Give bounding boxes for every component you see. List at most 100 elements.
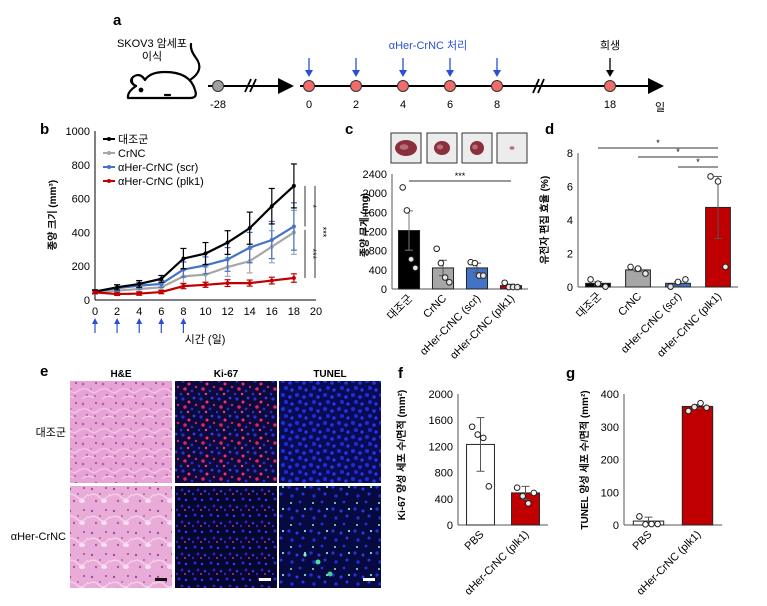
mouse-icon	[126, 42, 201, 100]
y-tick-label: 6	[567, 182, 573, 194]
panel-f-y-axis-label: Ki-67 양성 세포 수/면적 (mm²)	[395, 390, 408, 521]
x-tick-label: 6	[158, 306, 164, 318]
data-point	[480, 272, 487, 279]
series-line	[94, 276, 295, 296]
x-tick-label: 0	[92, 306, 98, 318]
y-tick-label: 1200	[363, 227, 387, 239]
micrograph-he-treatment	[70, 486, 172, 588]
timeline-point	[397, 80, 409, 92]
y-tick-label: 300	[601, 422, 619, 434]
category-label: CrNC	[421, 293, 449, 321]
data-point	[594, 280, 602, 287]
series-line	[94, 231, 295, 294]
timeline-day-label: 0	[306, 99, 312, 111]
timeline-point	[444, 80, 456, 92]
treatment-arrow-icon	[114, 318, 121, 324]
legend-marker	[107, 151, 111, 155]
panel-g-label: g	[566, 365, 575, 382]
treatment-arrow-icon	[136, 318, 143, 324]
data-point	[93, 290, 97, 295]
data-point	[648, 520, 655, 528]
panel-e-label: e	[40, 363, 48, 380]
y-tick-label: 2000	[363, 188, 387, 200]
micrograph-he-control	[70, 381, 172, 483]
y-tick-label: 0	[613, 520, 619, 532]
panel-g: g TUNEL 양성 세포 수/면적 (mm²) 0 100 200 300 400 PB…	[566, 365, 722, 598]
timeline-day-label: 2	[353, 99, 359, 111]
x-tick-label: 16	[266, 306, 278, 318]
y-tick-label: 200	[72, 261, 90, 273]
x-tick-label: 8	[180, 306, 186, 318]
panel-a: a SKOV3 암세포 이식 αHer-CrNC 처리 희생 일 -28 0 2 4 6…	[113, 12, 665, 114]
significance-label: *	[308, 204, 318, 208]
panel-b: b 종양 크기 (mm³) 시간 (일) 0 200 400 600 800 1000 0 2…	[40, 121, 328, 346]
treatment-arrow-icon	[92, 318, 98, 324]
micrograph-ki67-control	[175, 381, 277, 483]
data-point	[722, 263, 729, 271]
y-tick-label: 2000	[429, 389, 453, 401]
data-point	[159, 276, 164, 281]
significance-label: ***	[455, 171, 466, 181]
y-tick-label: 100	[601, 487, 619, 499]
data-point	[642, 521, 649, 528]
y-tick-label: 0	[447, 520, 453, 532]
data-point	[530, 489, 538, 497]
scale-bar-he	[155, 578, 167, 581]
data-point	[137, 291, 142, 296]
data-point	[634, 265, 642, 272]
column-header-tunel: TUNEL	[313, 369, 346, 380]
x-tick-label: 20	[310, 306, 322, 318]
y-tick-label: 1200	[429, 441, 453, 453]
data-point	[225, 240, 230, 245]
legend-marker	[107, 137, 111, 141]
panel-f: f Ki-67 양성 세포 수/면적 (mm²) 0 400 800 1200 1600…	[395, 365, 548, 598]
panel-d-y-axis-label: 유전자 편집 효율 (%)	[538, 176, 551, 264]
row-label-treatment: αHer-CrNC	[11, 531, 66, 543]
data-point	[501, 279, 508, 287]
column-header-ki67: Ki-67	[214, 369, 239, 380]
data-point	[587, 276, 594, 283]
data-point	[291, 183, 296, 188]
tumor-highlight	[472, 144, 478, 150]
data-point	[468, 423, 476, 431]
data-point	[403, 207, 411, 214]
data-point	[247, 245, 252, 250]
mouse-caption-line2: 이식	[142, 50, 162, 63]
data-point	[479, 434, 487, 442]
data-point	[707, 173, 714, 180]
tunel-bright-spots	[303, 553, 333, 577]
mouse-caption-line1: SKOV3 암세포	[117, 37, 187, 50]
scale-bar-ki67	[259, 578, 271, 581]
data-point	[514, 283, 521, 291]
tumor-highlight	[436, 144, 444, 150]
data-point	[691, 403, 698, 411]
data-point	[181, 284, 186, 289]
treatment-label: αHer-CrNC 처리	[389, 39, 468, 52]
series-line	[94, 185, 295, 293]
data-point	[269, 204, 274, 209]
data-point	[667, 283, 674, 290]
column-header-he: H&E	[110, 369, 131, 380]
timeline-point	[212, 80, 224, 92]
timeline-day-label: 8	[494, 99, 500, 111]
category-label: PBS	[631, 529, 655, 553]
x-tick-label: 14	[244, 306, 256, 318]
data-point	[642, 270, 649, 277]
category-label: αHer-CrNC (plk1)	[448, 293, 517, 362]
data-point	[682, 276, 689, 283]
data-point	[247, 226, 252, 231]
data-point	[203, 282, 208, 287]
series-line	[94, 225, 295, 293]
x-tick-label: 12	[221, 306, 233, 318]
y-tick-label: 2400	[363, 169, 387, 181]
data-point	[225, 281, 230, 286]
panel-g-y-axis-label: TUNEL 양성 세포 수/면적 (mm²)	[578, 390, 591, 529]
significance-label: ***	[318, 227, 328, 238]
panel-c-label: c	[345, 121, 353, 138]
panel-c-y-axis-label: 종양 무게 (mg)	[358, 193, 371, 257]
y-tick-label: 8	[567, 148, 573, 160]
data-point	[407, 255, 415, 263]
y-tick-label: 800	[72, 160, 90, 172]
y-tick-label: 400	[601, 389, 619, 401]
